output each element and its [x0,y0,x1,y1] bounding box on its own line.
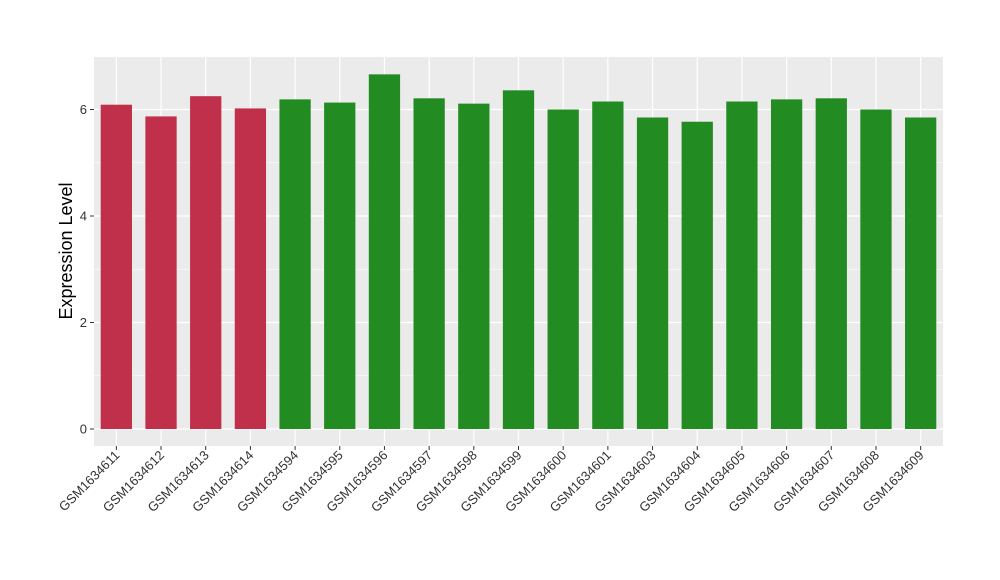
bar-GSM1634601 [592,101,624,429]
bar-GSM1634609 [905,117,937,430]
bar-GSM1634598 [458,103,490,429]
bar-GSM1634608 [860,109,892,429]
bar-GSM1634611 [100,104,132,430]
bar-GSM1634594 [279,99,311,429]
bar-GSM1634613 [190,96,222,429]
bar-GSM1634606 [770,99,803,429]
bar-GSM1634612 [145,116,177,430]
y-tick-label: 6 [80,102,87,117]
y-axis-title: Expression Level [56,182,76,319]
bar-GSM1634607 [815,98,847,429]
bar-GSM1634604 [681,121,713,429]
bar-GSM1634614 [234,108,267,429]
bar-GSM1634597 [413,98,445,429]
y-tick-label: 0 [80,422,87,437]
y-axis: 0 2 4 6 [80,102,94,437]
y-tick-label: 4 [80,209,87,224]
bar-GSM1634600 [547,109,579,429]
bar-GSM1634603 [636,117,669,430]
x-axis: GSM1634611GSM1634612GSM1634613GSM1634614… [56,446,927,515]
bar-GSM1634595 [324,102,356,429]
bar-GSM1634605 [726,101,758,429]
bar-GSM1634596 [368,74,401,429]
bar-GSM1634599 [502,90,535,429]
y-tick-label: 2 [80,315,87,330]
bars [100,74,937,430]
